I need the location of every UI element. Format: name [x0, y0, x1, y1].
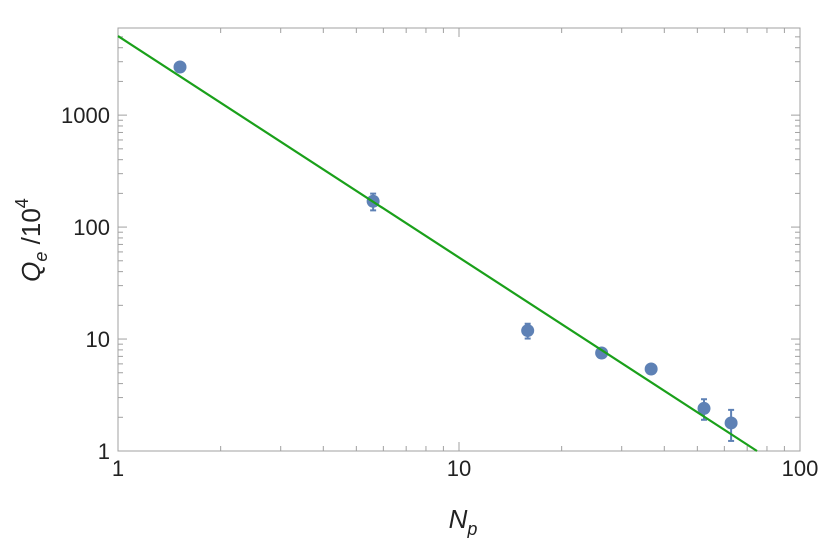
point — [724, 416, 738, 430]
y-label-sup: 4 — [12, 198, 32, 208]
point — [595, 346, 609, 360]
point — [697, 401, 711, 415]
fit-line — [117, 35, 758, 452]
y-tick-label: 100 — [73, 215, 110, 240]
x-label-main: N — [449, 504, 468, 534]
x-label-sub: p — [466, 519, 477, 538]
plot-frame — [117, 27, 801, 452]
y-tick-label: 1000 — [61, 103, 110, 128]
y-label-rest: /10 — [16, 208, 46, 251]
y-label-sub: e — [31, 252, 51, 262]
x-tick-label: 100 — [782, 456, 819, 481]
y-tick-label: 1 — [98, 439, 110, 464]
point — [521, 324, 535, 338]
x-tick-label: 10 — [447, 456, 471, 481]
point — [644, 362, 658, 376]
x-tick-label: 1 — [112, 456, 124, 481]
point — [173, 60, 187, 74]
y-tick-label: 10 — [86, 327, 110, 352]
y-axis-label: Qe /104 — [12, 198, 51, 282]
y-label-main: Q — [16, 262, 46, 282]
x-axis-label: Np — [449, 504, 478, 538]
